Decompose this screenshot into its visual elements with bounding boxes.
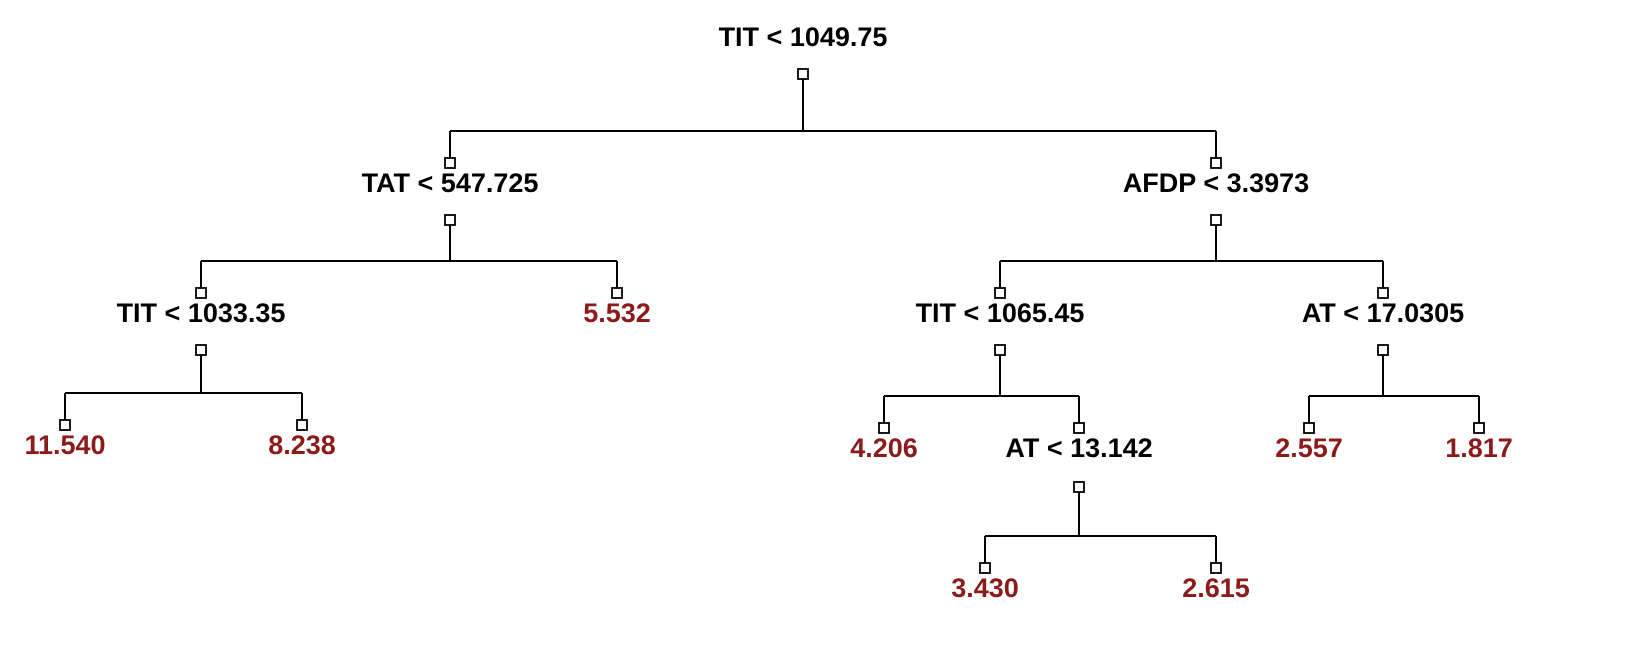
incoming-handle-n5 <box>611 287 623 299</box>
incoming-handle-n2 <box>444 157 456 169</box>
split-handle-n3 <box>1210 214 1222 226</box>
leaf-value: 5.532 <box>583 298 651 328</box>
tree-edges <box>64 79 1480 563</box>
split-condition: TIT < 1033.35 <box>117 298 286 328</box>
leaf-value: 2.615 <box>1182 573 1250 603</box>
split-condition: AFDP < 3.3973 <box>1123 168 1309 198</box>
split-condition: TIT < 1065.45 <box>916 298 1085 328</box>
leaf-value: 3.430 <box>951 573 1019 603</box>
leaf-value: 4.206 <box>850 433 918 463</box>
node-handles <box>59 68 1485 574</box>
leaf-value: 1.817 <box>1445 433 1513 463</box>
split-condition: TIT < 1049.75 <box>719 22 888 52</box>
split-handle-n6 <box>994 344 1006 356</box>
split-handle-n2 <box>444 214 456 226</box>
incoming-handle-n12 <box>1303 422 1315 434</box>
incoming-handle-n4 <box>195 287 207 299</box>
incoming-handle-n13 <box>1473 422 1485 434</box>
leaf-value: 11.540 <box>24 430 105 460</box>
split-condition: AT < 13.142 <box>1005 433 1152 463</box>
incoming-handle-n14 <box>979 562 991 574</box>
incoming-handle-n15 <box>1210 562 1222 574</box>
split-handle-n7 <box>1377 344 1389 356</box>
leaf-value: 8.238 <box>268 430 336 460</box>
split-handle-n11 <box>1073 481 1085 493</box>
incoming-handle-n7 <box>1377 287 1389 299</box>
incoming-handle-n11 <box>1073 422 1085 434</box>
incoming-handle-n6 <box>994 287 1006 299</box>
split-condition: TAT < 547.725 <box>362 168 539 198</box>
node-labels: TIT < 1049.75 TAT < 547.725 AFDP < 3.3973 T… <box>24 22 1512 603</box>
incoming-handle-n10 <box>878 422 890 434</box>
split-condition: AT < 17.0305 <box>1302 298 1464 328</box>
split-handle-n1 <box>797 68 809 80</box>
split-handle-n4 <box>195 344 207 356</box>
incoming-handle-n9 <box>296 419 308 431</box>
incoming-handle-n8 <box>59 419 71 431</box>
incoming-handle-n3 <box>1210 157 1222 169</box>
leaf-value: 2.557 <box>1275 433 1343 463</box>
